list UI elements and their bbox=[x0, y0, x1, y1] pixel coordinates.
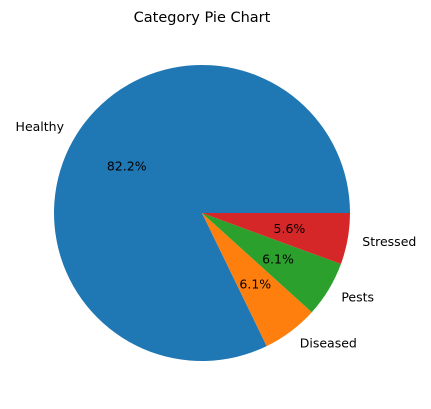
pct-label-pests: 6.1% bbox=[262, 251, 294, 266]
pct-label-stressed: 5.6% bbox=[274, 221, 306, 236]
category-label-diseased: Diseased bbox=[300, 336, 357, 351]
pct-label-healthy: 82.2% bbox=[107, 158, 147, 173]
pct-label-diseased: 6.1% bbox=[239, 277, 271, 292]
category-label-stressed: Stressed bbox=[362, 234, 416, 249]
chart-title: Category Pie Chart bbox=[134, 10, 271, 26]
pie-slices bbox=[54, 65, 350, 361]
category-label-healthy: Healthy bbox=[16, 119, 65, 134]
category-label-pests: Pests bbox=[341, 290, 374, 305]
